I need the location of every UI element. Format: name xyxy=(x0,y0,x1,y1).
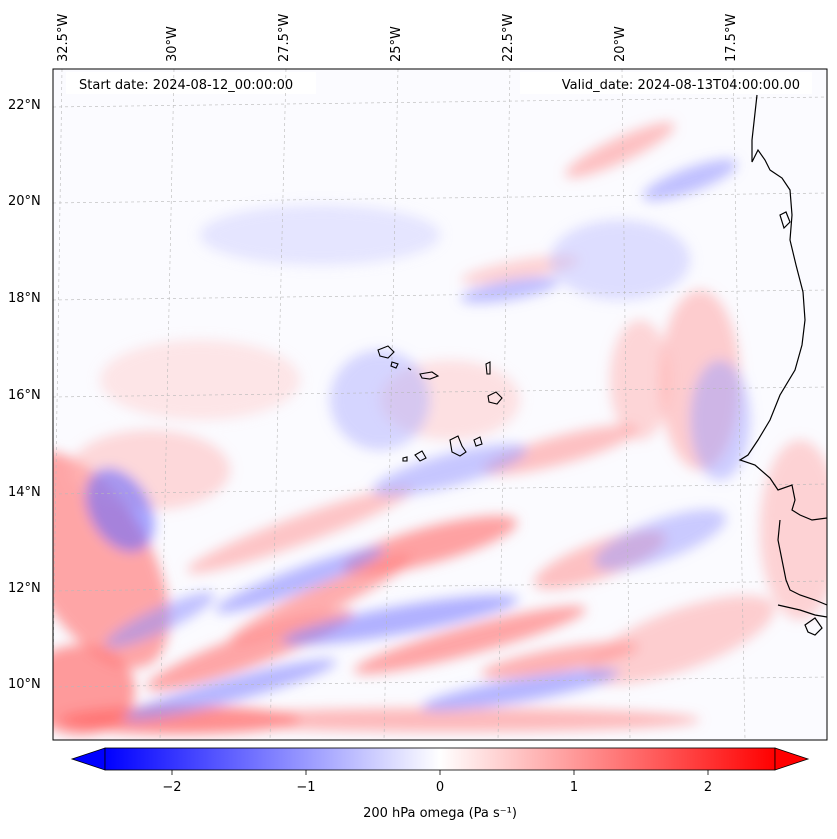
lat-label-20n: 20°N xyxy=(8,194,41,209)
lat-label-12n: 12°N xyxy=(8,581,41,596)
colorbar-tick-label: −2 xyxy=(162,780,182,795)
valid-date-box xyxy=(520,72,812,94)
valid-date: Valid_date: 2024-08-13T04:00:00.00 xyxy=(561,78,800,93)
start-date: Start date: 2024-08-12_00:00:00 xyxy=(79,78,294,93)
lat-label-18n: 18°N xyxy=(8,291,41,306)
gridlines xyxy=(53,69,827,740)
omega-field xyxy=(53,122,827,735)
lat-label-22n: 22°N xyxy=(8,98,41,113)
lat-label-14n: 14°N xyxy=(8,485,41,500)
colorbar-body xyxy=(104,747,776,771)
lon-label-25w: 25°W xyxy=(389,26,404,62)
lon-label-30w: 30°W xyxy=(165,26,180,62)
colorbar-extend-high xyxy=(774,747,810,771)
colorbar-label: 200 hPa omega (Pa s⁻¹) xyxy=(363,806,517,821)
lon-label-22-5w: 22.5°W xyxy=(501,13,516,62)
lon-label-20w: 20°W xyxy=(613,26,628,62)
lat-label-16n: 16°N xyxy=(8,388,41,403)
colorbar-tick-label: 1 xyxy=(569,780,579,795)
map-frame xyxy=(52,68,828,741)
colorbar-tick-label: 2 xyxy=(703,780,713,795)
cape-verde-islands xyxy=(377,345,503,462)
coastline xyxy=(738,94,827,636)
colorbar-extend-low xyxy=(70,747,106,771)
colorbar xyxy=(70,747,810,775)
lon-label-32-5w: 32.5°W xyxy=(56,13,71,62)
colorbar-tick-label: −1 xyxy=(296,780,316,795)
lon-label-17-5w: 17.5°W xyxy=(724,13,739,62)
lon-label-27-5w: 27.5°W xyxy=(277,13,292,62)
lat-label-10n: 10°N xyxy=(8,677,41,692)
start-date-box xyxy=(66,72,316,94)
colorbar-tick-label: 0 xyxy=(435,780,445,795)
